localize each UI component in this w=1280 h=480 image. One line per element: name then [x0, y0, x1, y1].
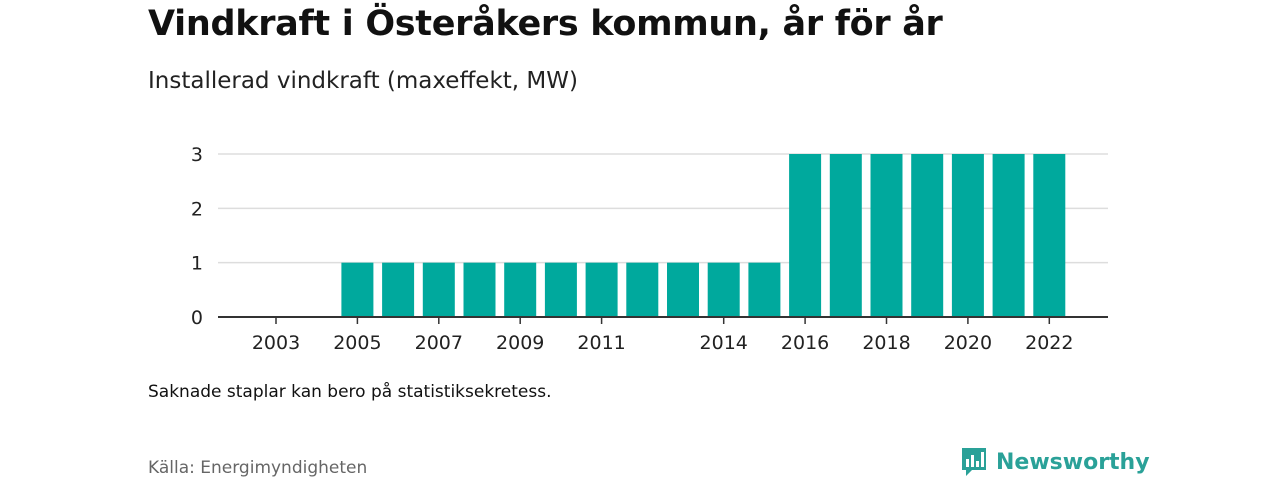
bars — [341, 154, 1066, 317]
bar-2018 — [870, 154, 903, 317]
x-tick-label: 2005 — [333, 332, 381, 354]
source-label: Källa: Energimyndigheten — [148, 458, 368, 478]
bar-2021 — [992, 154, 1025, 317]
bar-2011 — [585, 262, 618, 317]
bar-2014 — [707, 262, 740, 317]
newsworthy-logo-icon — [962, 448, 986, 476]
y-tick-label: 1 — [191, 253, 203, 275]
newsworthy-logo[interactable]: Newsworthy — [960, 446, 1150, 478]
x-tick-label: 2003 — [252, 332, 300, 354]
bar-2015 — [748, 262, 781, 317]
y-tick-label: 3 — [191, 144, 203, 166]
x-tick-label: 2016 — [781, 332, 829, 354]
x-tick-label: 2022 — [1025, 332, 1073, 354]
y-tick-label: 2 — [191, 198, 203, 220]
x-tick-label: 2020 — [944, 332, 992, 354]
bar-2005 — [341, 262, 374, 317]
bar-2010 — [544, 262, 577, 317]
newsworthy-logo-text: Newsworthy — [996, 449, 1150, 475]
chart-subtitle: Installerad vindkraft (maxeffekt, MW) — [148, 68, 578, 94]
y-tick-label: 0 — [191, 307, 203, 329]
bar-2012 — [626, 262, 659, 317]
bar-2006 — [382, 262, 415, 317]
x-tick-label: 2009 — [496, 332, 544, 354]
axes: 0 1 2 3 2003 2005 2007 2009 2011 2014 2016 2018 2020… — [191, 144, 1108, 354]
bar-2016 — [789, 154, 822, 317]
bar-2009 — [504, 262, 537, 317]
x-tick-label: 2014 — [700, 332, 748, 354]
bar-2017 — [829, 154, 862, 317]
bar-2008 — [463, 262, 496, 317]
bar-2013 — [667, 262, 699, 317]
x-tick-label: 2018 — [862, 332, 910, 354]
bar-2022 — [1033, 154, 1066, 317]
x-tick-label: 2011 — [577, 332, 625, 354]
bar-2020 — [951, 154, 984, 317]
bar-2019 — [911, 154, 944, 317]
missing-bars-note: Saknade staplar kan bero på statistiksek… — [148, 382, 552, 402]
bar-2007 — [422, 262, 455, 317]
chart-title: Vindkraft i Österåkers kommun, år för år — [148, 4, 943, 44]
x-tick-label: 2007 — [415, 332, 463, 354]
